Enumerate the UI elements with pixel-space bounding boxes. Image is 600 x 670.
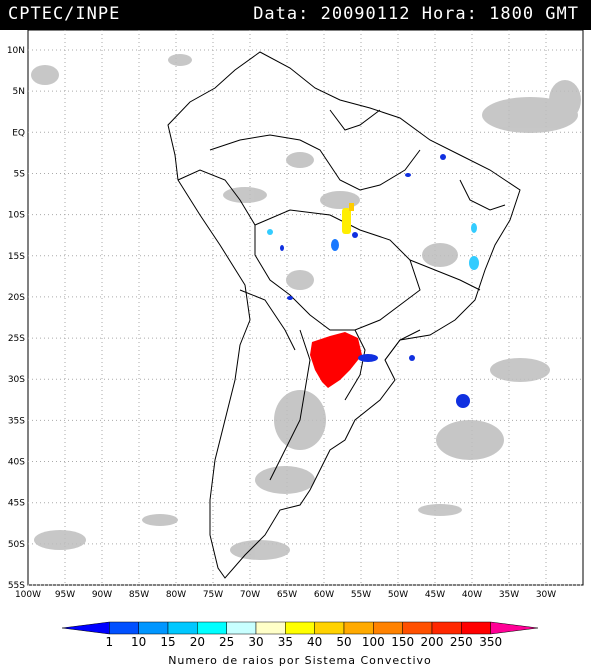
lat-label: 35S bbox=[8, 416, 25, 426]
colorbar-swatch bbox=[226, 621, 257, 635]
lightning-map: 100W 95W 90W 85W 80W 75W 70W 65W 60W 55W 50W 45W 40W… bbox=[7, 30, 584, 600]
colorbar-swatch bbox=[109, 621, 139, 635]
colorbar-swatch bbox=[167, 621, 198, 635]
lightning-cell-orange bbox=[349, 203, 354, 211]
lightning-cell-yellow bbox=[342, 208, 351, 234]
lon-label: 40W bbox=[462, 590, 482, 600]
lon-label: 55W bbox=[351, 590, 371, 600]
colorbar-tick-label: 20 bbox=[190, 635, 205, 649]
lon-label: 65W bbox=[277, 590, 297, 600]
lat-label: 15S bbox=[8, 252, 25, 262]
graticule bbox=[28, 30, 583, 586]
lightning-cell-cyan-3 bbox=[267, 229, 273, 235]
lightning-cell-blue-5 bbox=[280, 245, 284, 251]
lon-label: 75W bbox=[203, 590, 223, 600]
lat-label: 25S bbox=[8, 334, 25, 344]
cloud-cover bbox=[31, 54, 581, 560]
colorbar-swatch bbox=[138, 621, 169, 635]
colorbar-swatch bbox=[197, 621, 227, 635]
lon-label: 85W bbox=[129, 590, 149, 600]
colorbar-swatch bbox=[343, 621, 374, 635]
colorbar-tick-label: 25 bbox=[219, 635, 234, 649]
lon-label: 35W bbox=[499, 590, 519, 600]
lightning-cell-blue-6 bbox=[352, 232, 358, 238]
lat-label: 5S bbox=[14, 169, 26, 179]
colorbar-swatches bbox=[61, 621, 539, 635]
lat-label: 10N bbox=[7, 46, 25, 56]
lat-label: 10S bbox=[8, 211, 25, 221]
lightning-cell-blue-8 bbox=[287, 296, 293, 300]
colorbar-tick-label: 200 bbox=[421, 635, 444, 649]
lightning-cell-blue-7 bbox=[409, 355, 415, 361]
lon-label: 45W bbox=[425, 590, 445, 600]
lon-label: 30W bbox=[536, 590, 556, 600]
colorbar-tick-label: 150 bbox=[391, 635, 414, 649]
lon-label: 60W bbox=[314, 590, 334, 600]
datetime-label: Data: 20090112 Hora: 1800 GMT bbox=[253, 4, 579, 24]
colorbar-swatch bbox=[255, 621, 286, 635]
lon-label: 95W bbox=[55, 590, 75, 600]
lightning-cell-blue-1 bbox=[358, 354, 378, 362]
axis-labels: 100W 95W 90W 85W 80W 75W 70W 65W 60W 55W 50W 45W 40W… bbox=[7, 46, 556, 600]
colorbar-swatch bbox=[490, 621, 539, 635]
lightning-cell-cyan-2 bbox=[471, 223, 477, 233]
colorbar-swatch bbox=[402, 621, 433, 635]
lon-label: 80W bbox=[166, 590, 186, 600]
lat-label: 20S bbox=[8, 293, 25, 303]
colorbar-tick-label: 30 bbox=[248, 635, 263, 649]
colorbar-swatch bbox=[285, 621, 315, 635]
colorbar-tick-label: 10 bbox=[131, 635, 146, 649]
lat-label: 30S bbox=[8, 375, 25, 385]
lightning-cell-blue-sea bbox=[456, 394, 470, 408]
lat-label: EQ bbox=[12, 128, 25, 138]
colorbar-tick-label: 50 bbox=[336, 635, 351, 649]
lightning-cell-red bbox=[310, 332, 362, 388]
colorbar-swatch bbox=[373, 621, 403, 635]
lat-label: 50S bbox=[8, 540, 25, 550]
colorbar-tick-label: 100 bbox=[362, 635, 385, 649]
colorbar-tick-label: 15 bbox=[160, 635, 175, 649]
lightning-cell-blue-3 bbox=[440, 154, 446, 160]
lat-label: 55S bbox=[8, 581, 25, 591]
colorbar-tick-label: 40 bbox=[307, 635, 322, 649]
colorbar-tick-labels: 1 10 15 20 25 30 35 40 50 100 150 200 250 350 bbox=[106, 635, 503, 649]
colorbar-tick-label: 1 bbox=[106, 635, 114, 649]
legend-title: Numero de raios por Sistema Convectivo bbox=[168, 654, 432, 667]
lat-label: 40S bbox=[8, 458, 25, 468]
lon-label: 70W bbox=[240, 590, 260, 600]
lat-label: 5N bbox=[13, 87, 25, 97]
source-label: CPTEC/INPE bbox=[8, 4, 121, 24]
colorbar-legend: 1 10 15 20 25 30 35 40 50 100 150 200 250 350 bbox=[61, 621, 539, 649]
lon-label: 90W bbox=[92, 590, 112, 600]
lightning-cell-blue-4 bbox=[405, 173, 411, 177]
colorbar-swatch bbox=[314, 621, 345, 635]
colorbar-swatch bbox=[461, 621, 491, 635]
lightning-cell-cyan-1 bbox=[469, 256, 479, 270]
map-header: CPTEC/INPE Data: 20090112 Hora: 1800 GMT bbox=[0, 0, 591, 30]
colorbar-swatch bbox=[431, 621, 462, 635]
colorbar-tick-label: 35 bbox=[278, 635, 293, 649]
lon-label: 100W bbox=[15, 590, 41, 600]
lat-label: 45S bbox=[8, 499, 25, 509]
lightning-cells bbox=[267, 154, 479, 408]
colorbar-swatch bbox=[61, 621, 110, 635]
colorbar-tick-label: 350 bbox=[479, 635, 502, 649]
colorbar-tick-label: 250 bbox=[450, 635, 473, 649]
lightning-cell-blue-2 bbox=[331, 239, 339, 251]
lon-label: 50W bbox=[388, 590, 408, 600]
